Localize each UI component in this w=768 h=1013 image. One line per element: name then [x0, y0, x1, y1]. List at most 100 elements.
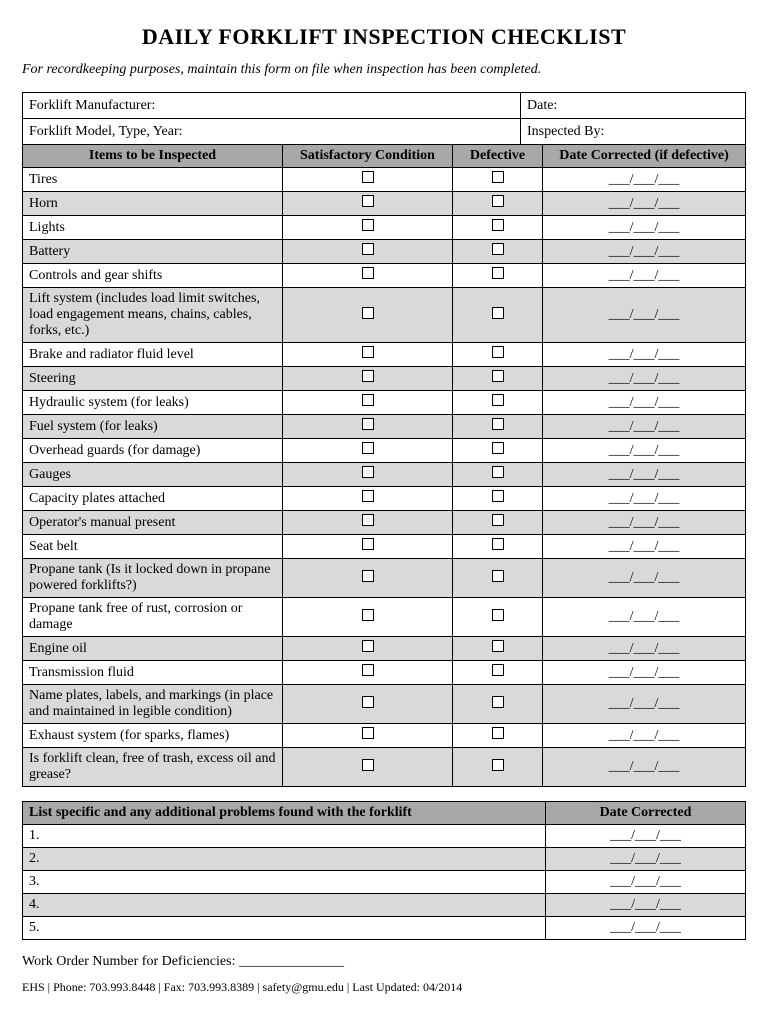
satisfactory-cell [283, 598, 453, 637]
defective-checkbox[interactable] [492, 664, 504, 676]
defective-cell [453, 192, 543, 216]
inspection-row: Propane tank (Is it locked down in propa… [23, 559, 746, 598]
defective-checkbox[interactable] [492, 267, 504, 279]
item-label: Hydraulic system (for leaks) [23, 391, 283, 415]
defective-cell [453, 511, 543, 535]
satisfactory-checkbox[interactable] [362, 394, 374, 406]
item-label: Fuel system (for leaks) [23, 415, 283, 439]
satisfactory-cell [283, 415, 453, 439]
defective-checkbox[interactable] [492, 514, 504, 526]
item-label: Propane tank (Is it locked down in propa… [23, 559, 283, 598]
inspection-row: Controls and gear shifts___/___/___ [23, 264, 746, 288]
manufacturer-label: Forklift Manufacturer: [23, 93, 521, 119]
problem-date-corrected: ___/___/___ [546, 917, 746, 940]
satisfactory-checkbox[interactable] [362, 171, 374, 183]
defective-cell [453, 685, 543, 724]
date-corrected-cell: ___/___/___ [543, 168, 746, 192]
satisfactory-cell [283, 748, 453, 787]
inspection-table: Items to be Inspected Satisfactory Condi… [22, 144, 746, 787]
defective-checkbox[interactable] [492, 759, 504, 771]
date-corrected-cell: ___/___/___ [543, 535, 746, 559]
satisfactory-checkbox[interactable] [362, 640, 374, 652]
item-label: Name plates, labels, and markings (in pl… [23, 685, 283, 724]
defective-checkbox[interactable] [492, 307, 504, 319]
defective-checkbox[interactable] [492, 394, 504, 406]
satisfactory-checkbox[interactable] [362, 195, 374, 207]
satisfactory-checkbox[interactable] [362, 243, 374, 255]
problem-number: 4. [23, 894, 546, 917]
inspected-by-label: Inspected By: [521, 119, 746, 145]
satisfactory-checkbox[interactable] [362, 570, 374, 582]
satisfactory-checkbox[interactable] [362, 727, 374, 739]
satisfactory-checkbox[interactable] [362, 370, 374, 382]
date-corrected-cell: ___/___/___ [543, 661, 746, 685]
defective-checkbox[interactable] [492, 219, 504, 231]
defective-checkbox[interactable] [492, 538, 504, 550]
date-corrected-cell: ___/___/___ [543, 264, 746, 288]
satisfactory-checkbox[interactable] [362, 307, 374, 319]
date-corrected-cell: ___/___/___ [543, 343, 746, 367]
defective-checkbox[interactable] [492, 490, 504, 502]
satisfactory-checkbox[interactable] [362, 759, 374, 771]
inspection-row: Lights___/___/___ [23, 216, 746, 240]
inspection-row: Transmission fluid___/___/___ [23, 661, 746, 685]
defective-cell [453, 559, 543, 598]
defective-checkbox[interactable] [492, 466, 504, 478]
inspection-header-row: Items to be Inspected Satisfactory Condi… [23, 145, 746, 168]
defective-checkbox[interactable] [492, 346, 504, 358]
defective-checkbox[interactable] [492, 370, 504, 382]
defective-cell [453, 487, 543, 511]
defective-checkbox[interactable] [492, 418, 504, 430]
defective-checkbox[interactable] [492, 570, 504, 582]
defective-cell [453, 463, 543, 487]
satisfactory-checkbox[interactable] [362, 514, 374, 526]
date-corrected-cell: ___/___/___ [543, 637, 746, 661]
problem-row: 4.___/___/___ [23, 894, 746, 917]
defective-checkbox[interactable] [492, 696, 504, 708]
satisfactory-checkbox[interactable] [362, 267, 374, 279]
satisfactory-checkbox[interactable] [362, 538, 374, 550]
date-corrected-cell: ___/___/___ [543, 240, 746, 264]
defective-checkbox[interactable] [492, 243, 504, 255]
defective-checkbox[interactable] [492, 609, 504, 621]
defective-cell [453, 216, 543, 240]
date-corrected-cell: ___/___/___ [543, 598, 746, 637]
satisfactory-cell [283, 685, 453, 724]
date-corrected-cell: ___/___/___ [543, 288, 746, 343]
date-corrected-cell: ___/___/___ [543, 487, 746, 511]
inspection-row: Propane tank free of rust, corrosion or … [23, 598, 746, 637]
satisfactory-checkbox[interactable] [362, 442, 374, 454]
defective-cell [453, 439, 543, 463]
defective-checkbox[interactable] [492, 195, 504, 207]
defective-checkbox[interactable] [492, 442, 504, 454]
satisfactory-checkbox[interactable] [362, 490, 374, 502]
satisfactory-checkbox[interactable] [362, 466, 374, 478]
satisfactory-checkbox[interactable] [362, 346, 374, 358]
satisfactory-cell [283, 463, 453, 487]
date-corrected-cell: ___/___/___ [543, 391, 746, 415]
item-label: Steering [23, 367, 283, 391]
defective-checkbox[interactable] [492, 640, 504, 652]
defective-checkbox[interactable] [492, 171, 504, 183]
page-title: DAILY FORKLIFT INSPECTION CHECKLIST [22, 24, 746, 50]
satisfactory-checkbox[interactable] [362, 219, 374, 231]
inspection-row: Fuel system (for leaks)___/___/___ [23, 415, 746, 439]
inspection-row: Capacity plates attached___/___/___ [23, 487, 746, 511]
satisfactory-cell [283, 391, 453, 415]
satisfactory-cell [283, 192, 453, 216]
date-corrected-cell: ___/___/___ [543, 748, 746, 787]
satisfactory-checkbox[interactable] [362, 664, 374, 676]
defective-cell [453, 168, 543, 192]
item-label: Exhaust system (for sparks, flames) [23, 724, 283, 748]
inspection-row: Operator's manual present___/___/___ [23, 511, 746, 535]
inspection-row: Brake and radiator fluid level___/___/__… [23, 343, 746, 367]
subtitle: For recordkeeping purposes, maintain thi… [22, 62, 746, 78]
satisfactory-checkbox[interactable] [362, 609, 374, 621]
defective-checkbox[interactable] [492, 727, 504, 739]
satisfactory-checkbox[interactable] [362, 418, 374, 430]
satisfactory-checkbox[interactable] [362, 696, 374, 708]
item-label: Tires [23, 168, 283, 192]
date-corrected-cell: ___/___/___ [543, 216, 746, 240]
date-corrected-cell: ___/___/___ [543, 367, 746, 391]
defective-cell [453, 724, 543, 748]
